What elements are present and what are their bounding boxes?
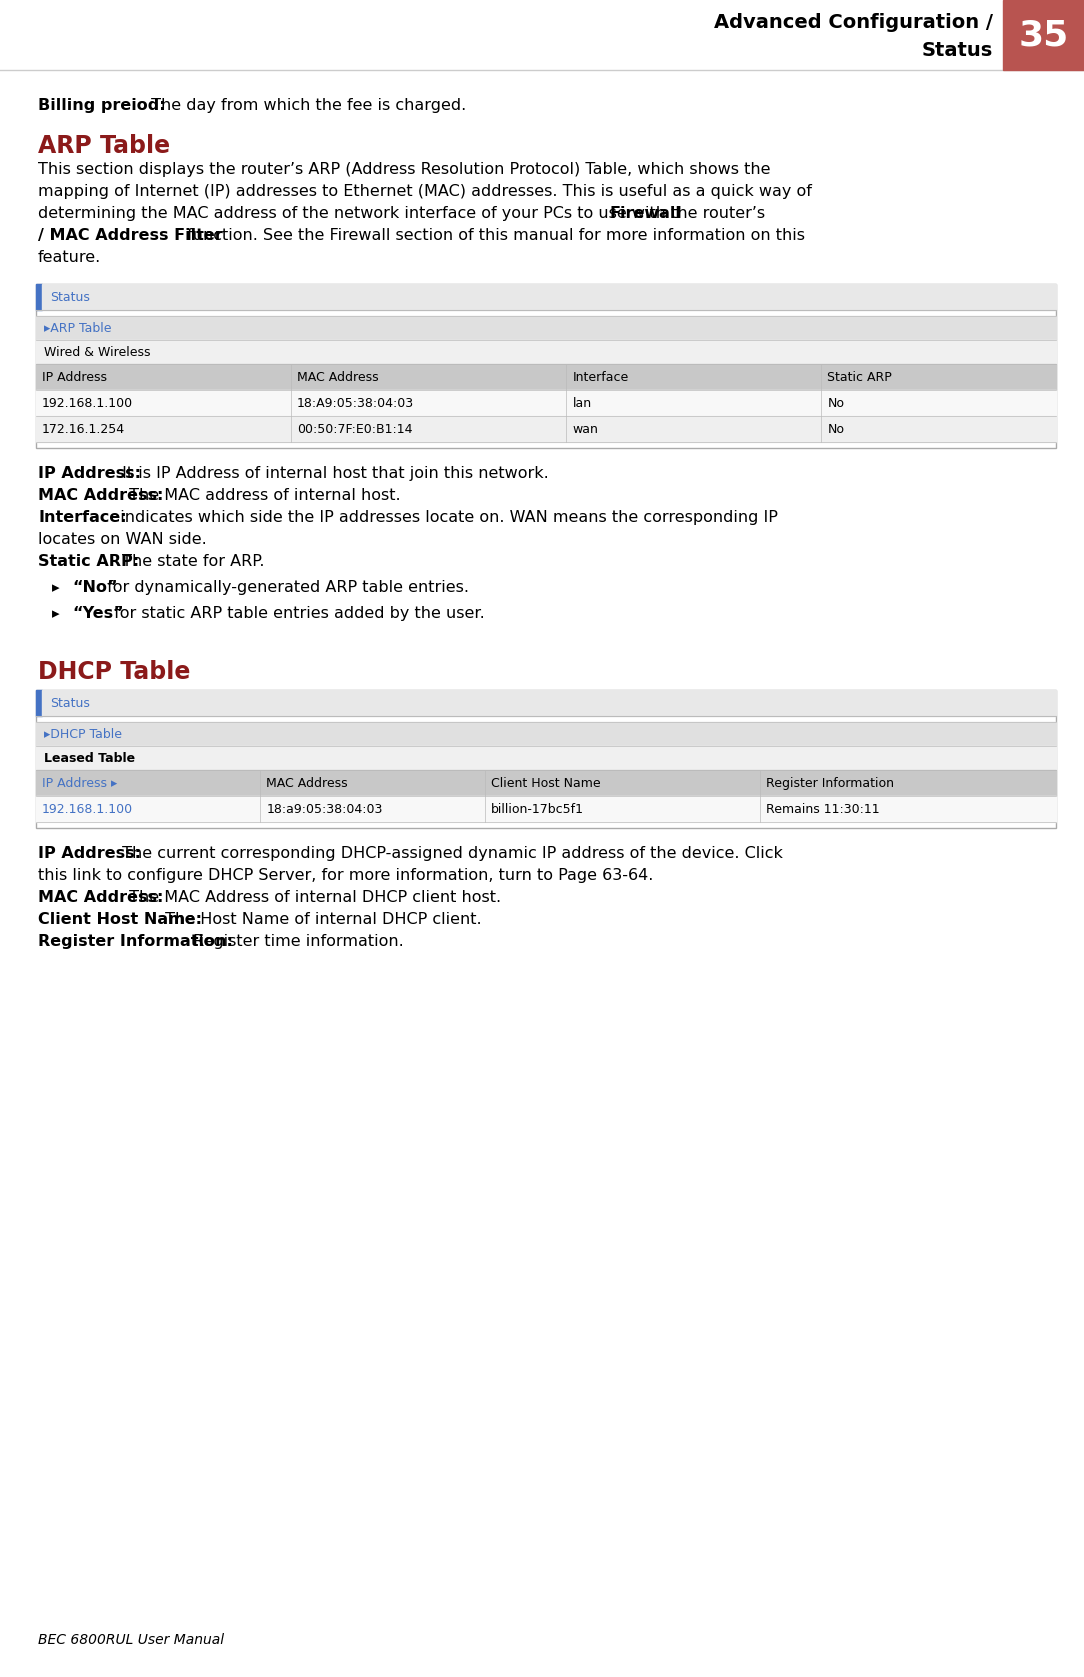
Text: 18:A9:05:38:04:03: 18:A9:05:38:04:03 [297, 396, 414, 409]
Text: No: No [827, 396, 844, 409]
Bar [36, 364, 1056, 391]
Text: IP Address:: IP Address: [38, 466, 141, 481]
Bar [36, 770, 1056, 797]
Text: IP Address:: IP Address: [38, 845, 141, 860]
Bar [36, 340, 1056, 364]
Bar [36, 283, 42, 310]
Text: The MAC Address of internal DHCP client host.: The MAC Address of internal DHCP client … [124, 890, 501, 906]
Text: billion-17bc5f1: billion-17bc5f1 [491, 803, 584, 815]
Text: for dynamically-generated ARP table entries.: for dynamically-generated ARP table entr… [102, 580, 468, 595]
Text: ▸ARP Table: ▸ARP Table [44, 322, 112, 334]
Text: Wired & Wireless: Wired & Wireless [44, 345, 151, 359]
Text: ▸DHCP Table: ▸DHCP Table [44, 728, 122, 741]
Text: Interface: Interface [572, 371, 629, 384]
Text: The day from which the fee is charged.: The day from which the fee is charged. [146, 97, 466, 112]
Text: “No”: “No” [72, 580, 117, 595]
Text: 192.168.1.100: 192.168.1.100 [42, 396, 133, 409]
Text: Client Host Name:: Client Host Name: [38, 912, 202, 927]
Text: Register Information:: Register Information: [38, 934, 233, 949]
Text: function. See the Firewall section of this manual for more information on this: function. See the Firewall section of th… [182, 228, 805, 243]
Bar [36, 315, 1056, 340]
Text: IP Address: IP Address [42, 371, 107, 384]
Text: 192.168.1.100: 192.168.1.100 [42, 803, 133, 815]
Text: Client Host Name: Client Host Name [491, 776, 601, 790]
Text: 00:50:7F:E0:B1:14: 00:50:7F:E0:B1:14 [297, 423, 413, 436]
Text: Remains 11:30:11: Remains 11:30:11 [766, 803, 880, 815]
Bar [42, 689, 1056, 716]
Text: The current corresponding DHCP-assigned dynamic IP address of the device. Click: The current corresponding DHCP-assigned … [117, 845, 783, 860]
Text: for static ARP table entries added by the user.: for static ARP table entries added by th… [109, 605, 485, 620]
Text: 35: 35 [1018, 18, 1069, 52]
Text: this link to configure DHCP Server, for more information, turn to Page 63-64.: this link to configure DHCP Server, for … [38, 869, 654, 884]
Text: ▸: ▸ [52, 605, 60, 620]
Text: ▸: ▸ [52, 580, 60, 595]
Text: Register Information: Register Information [766, 776, 894, 790]
Bar [36, 723, 1056, 746]
Text: No: No [827, 423, 844, 436]
Text: Static ARP: Static ARP [827, 371, 892, 384]
Text: mapping of Internet (IP) addresses to Ethernet (MAC) addresses. This is useful a: mapping of Internet (IP) addresses to Et… [38, 184, 812, 200]
Bar [36, 797, 1056, 822]
Text: wan: wan [572, 423, 598, 436]
Text: lan: lan [572, 396, 592, 409]
Text: ARP Table: ARP Table [38, 134, 170, 158]
Text: BEC 6800RUL User Manual: BEC 6800RUL User Manual [38, 1633, 224, 1647]
Text: MAC Address: MAC Address [267, 776, 348, 790]
Text: The state for ARP.: The state for ARP. [117, 553, 264, 569]
Bar [36, 689, 1056, 828]
Bar [36, 283, 1056, 448]
Bar [36, 746, 1056, 770]
Text: This section displays the router’s ARP (Address Resolution Protocol) Table, whic: This section displays the router’s ARP (… [38, 163, 771, 178]
Text: determining the MAC address of the network interface of your PCs to use with the: determining the MAC address of the netwo… [38, 206, 771, 221]
Bar [42, 283, 1056, 310]
Text: / MAC Address Filter: / MAC Address Filter [38, 228, 222, 243]
Text: Status: Status [921, 40, 993, 60]
Text: MAC Address:: MAC Address: [38, 890, 164, 906]
Text: Status: Status [50, 696, 90, 709]
Text: IP Address ▸: IP Address ▸ [42, 776, 117, 790]
Text: 172.16.1.254: 172.16.1.254 [42, 423, 125, 436]
Text: Status: Status [50, 290, 90, 304]
Text: The Host Name of internal DHCP client.: The Host Name of internal DHCP client. [159, 912, 481, 927]
Text: Static ARP:: Static ARP: [38, 553, 139, 569]
Text: Advanced Configuration /: Advanced Configuration / [714, 13, 993, 32]
Text: MAC Address: MAC Address [297, 371, 378, 384]
Text: Leased Table: Leased Table [44, 751, 136, 765]
Text: feature.: feature. [38, 250, 101, 265]
Text: “Yes”: “Yes” [72, 605, 124, 620]
Bar [36, 416, 1056, 443]
Text: Interface:: Interface: [38, 510, 127, 525]
Bar [36, 689, 42, 716]
Text: locates on WAN side.: locates on WAN side. [38, 532, 207, 547]
Text: DHCP Table: DHCP Table [38, 661, 191, 684]
Text: 18:a9:05:38:04:03: 18:a9:05:38:04:03 [267, 803, 383, 815]
Bar [1003, 0, 1084, 70]
Text: indicates which side the IP addresses locate on. WAN means the corresponding IP: indicates which side the IP addresses lo… [109, 510, 777, 525]
Text: Register time information.: Register time information. [189, 934, 404, 949]
Text: Billing preiod:: Billing preiod: [38, 97, 166, 112]
Text: It is IP Address of internal host that join this network.: It is IP Address of internal host that j… [117, 466, 549, 481]
Text: Firewall: Firewall [609, 206, 682, 221]
Text: The MAC address of internal host.: The MAC address of internal host. [124, 488, 400, 503]
Text: MAC Address:: MAC Address: [38, 488, 164, 503]
Bar [36, 391, 1056, 416]
